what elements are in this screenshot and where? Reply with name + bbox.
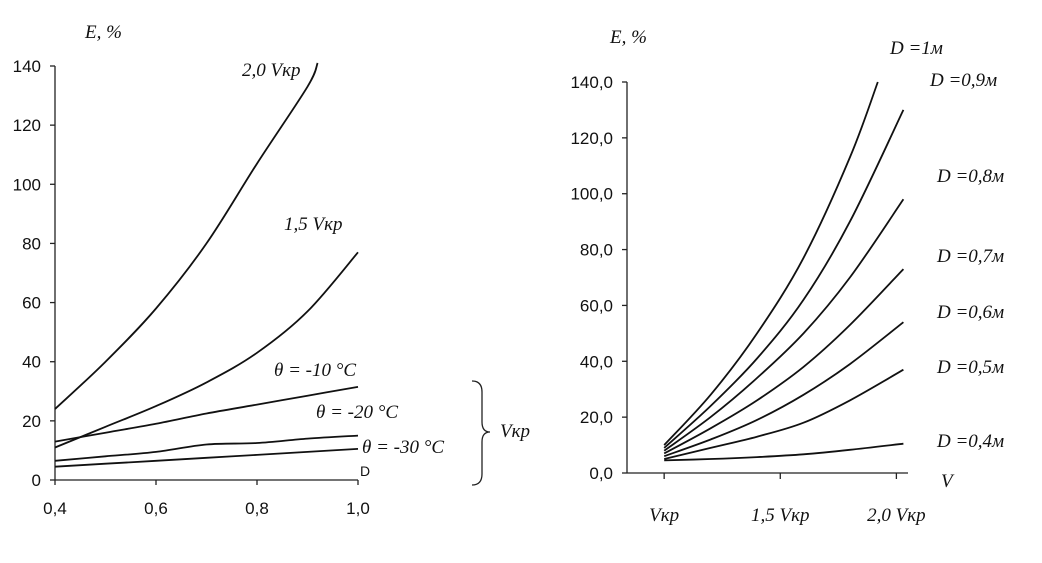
bracket-label: Vкр xyxy=(500,421,530,442)
x-axis-label: V xyxy=(941,471,955,492)
y-tick-label: 0,0 xyxy=(589,464,613,483)
series-label-d-1м: D =1м xyxy=(889,38,943,59)
x-tick-label: 0,4 xyxy=(43,499,67,518)
bracket xyxy=(471,380,491,486)
left-chart: 0 20 40 60 80 100 120 140 0,4 0,6 0,8 1,0 E, % 2,0 Vк… xyxy=(13,22,530,518)
series-line-2-0-vкр xyxy=(54,62,319,410)
series-label-d-0-4м: D =0,4м xyxy=(936,431,1004,452)
series-line-30-c xyxy=(54,448,359,468)
series-label-d-0-5м: D =0,5м xyxy=(936,357,1004,378)
y-tick-label: 100 xyxy=(13,175,41,194)
right-chart: 0,0 20,0 40,0 60,0 80,0 100,0 120,0 140,0 Vкр 1,5… xyxy=(570,27,1004,526)
series-label-30-c: θ = -30 °C xyxy=(362,437,444,458)
y-tick-label: 120,0 xyxy=(570,129,613,148)
series-label-1-5-vкр: 1,5 Vкр xyxy=(284,214,343,235)
series-line-1-5-vкр xyxy=(54,251,359,449)
corner-label: D xyxy=(360,463,370,479)
y-tick-label: 80 xyxy=(22,234,41,253)
x-tick-label: 1,5 Vкр xyxy=(751,505,810,526)
y-tick-label: 40 xyxy=(22,353,41,372)
series-label-20-c: θ = -20 °C xyxy=(316,402,398,423)
y-tick-label: 0 xyxy=(32,471,41,490)
series-label-d-0-8м: D =0,8м xyxy=(936,166,1004,187)
y-tick-label: 60 xyxy=(22,294,41,313)
x-tick-label: 1,0 xyxy=(346,499,370,518)
series-line-d-0-8м xyxy=(663,198,905,452)
y-tick-label: 60,0 xyxy=(580,296,613,315)
series-line-d-0-4м xyxy=(664,442,904,462)
y-tick-label: 100,0 xyxy=(570,185,613,204)
series-line-d-0-9м xyxy=(663,109,905,449)
series-line-d-0-5м xyxy=(663,368,904,460)
y-tick-label: 140 xyxy=(13,57,41,76)
series-line-d-0-7м xyxy=(663,268,905,455)
y-tick-label: 20 xyxy=(22,412,41,431)
y-tick-label: 120 xyxy=(13,116,41,135)
series-label-d-0-7м: D =0,7м xyxy=(936,246,1004,267)
y-tick-label: 20,0 xyxy=(580,408,613,427)
y-axis-label: E, % xyxy=(84,22,122,43)
y-tick-label: 80,0 xyxy=(580,241,613,260)
x-tick-label: 0,6 xyxy=(144,499,168,518)
series-line-20-c xyxy=(54,434,359,462)
series-label-d-0-9м: D =0,9м xyxy=(929,70,997,91)
series-label-10-c: θ = -10 °C xyxy=(274,360,356,381)
x-tick-label: Vкр xyxy=(649,505,679,526)
x-tick-label: 0,8 xyxy=(245,499,269,518)
series-line-d-0-6м xyxy=(663,321,904,458)
x-tick-label: 2,0 Vкр xyxy=(867,505,926,526)
series-line-10-c xyxy=(54,386,359,443)
series-label-2-0-vкр: 2,0 Vкр xyxy=(242,60,301,81)
y-tick-label: 40,0 xyxy=(580,352,613,371)
series-line-d-1м xyxy=(663,81,879,446)
y-axis-label: E, % xyxy=(609,27,647,48)
y-tick-label: 140,0 xyxy=(570,73,613,92)
series-label-d-0-6м: D =0,6м xyxy=(936,302,1004,323)
